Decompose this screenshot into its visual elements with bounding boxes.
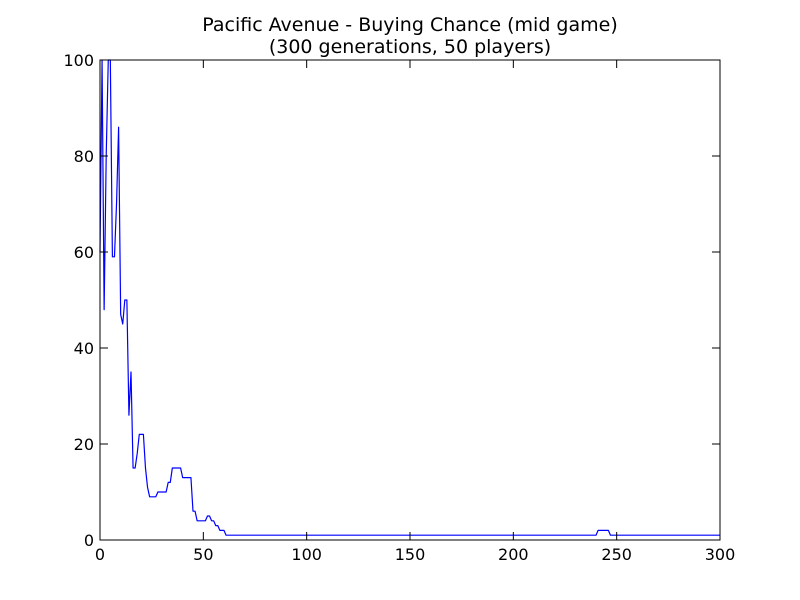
y-tick-label: 100 <box>63 51 94 70</box>
y-tick-label: 60 <box>74 243 94 262</box>
series-line <box>99 59 720 536</box>
chart-title: Pacific Avenue - Buying Chance (mid game… <box>202 14 617 36</box>
x-tick-label: 200 <box>498 545 529 564</box>
axes-frame <box>99 59 721 541</box>
x-tick-label: 150 <box>395 545 426 564</box>
x-tick-label: 250 <box>601 545 632 564</box>
x-tick-label: 50 <box>193 545 213 564</box>
plot-area <box>99 59 720 536</box>
y-tick-label: 80 <box>74 147 94 166</box>
y-tick-label: 40 <box>74 339 94 358</box>
y-tick-label: 20 <box>74 435 94 454</box>
chart-subtitle: (300 generations, 50 players) <box>269 36 551 58</box>
y-tick-label: 0 <box>84 531 94 550</box>
x-tick-label: 100 <box>291 545 322 564</box>
x-tick-label: 0 <box>95 545 105 564</box>
y-axis: 0 20 40 60 80 100 <box>63 51 720 550</box>
x-axis: 0 50 100 150 200 250 300 <box>95 60 735 564</box>
x-tick-label: 300 <box>705 545 736 564</box>
